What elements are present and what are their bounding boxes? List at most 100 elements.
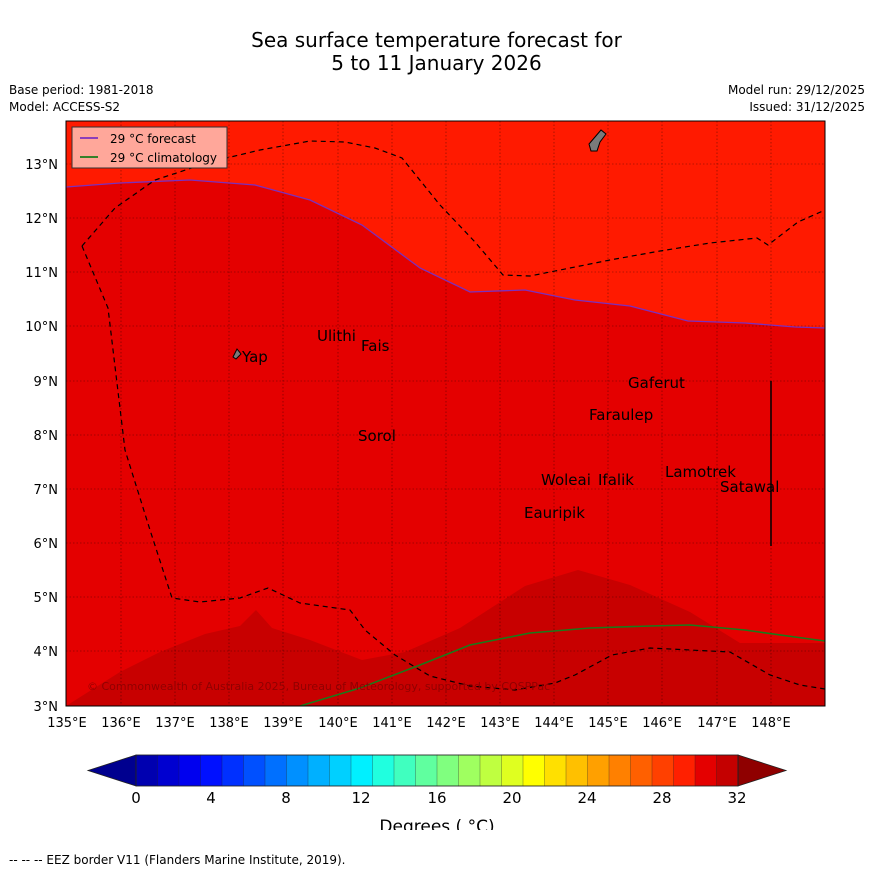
map-frame [65, 120, 826, 707]
colorbar-cell [544, 754, 567, 787]
lon-tick-label: 136°E [101, 716, 141, 731]
colorbar-cell [694, 754, 718, 787]
lon-tick-label: 139°E [263, 716, 303, 731]
model-name: Model: ACCESS-S2 [9, 100, 121, 114]
lon-tick-label: 146°E [642, 716, 682, 731]
lat-tick-label: 4°N [34, 645, 59, 660]
lon-tick-label: 148°E [751, 716, 791, 731]
lon-tick-label: 141°E [372, 716, 412, 731]
base-period: Base period: 1981-2018 [9, 83, 154, 97]
colorbar-tick-label: 12 [351, 789, 370, 807]
colorbar-tick-label: 24 [577, 789, 596, 807]
sst-29-30-region [66, 180, 825, 706]
colorbar-cell [415, 754, 438, 787]
colorbar-cell [264, 754, 288, 787]
colorbar-label: Degrees ( °C) [379, 817, 494, 830]
lat-axis: 13°N 12°N 11°N 10°N 9°N 8°N 7°N 6°N 5°N … [25, 158, 58, 715]
colorbar-frame [135, 754, 739, 787]
eez-footnote: -- -- -- EEZ border V11 (Flanders Marine… [9, 853, 346, 867]
colorbar-cell [350, 754, 374, 787]
colorbar-cell [565, 754, 589, 787]
colorbar-tick-label: 0 [131, 789, 141, 807]
colorbar-cell [436, 754, 460, 787]
lat-tick-label: 10°N [25, 320, 58, 335]
lat-tick-label: 7°N [34, 483, 59, 498]
colorbar-cell [178, 754, 202, 787]
lon-tick-label: 142°E [426, 716, 466, 731]
lon-tick-label: 138°E [209, 716, 249, 731]
place-label-eauripik: Eauripik [524, 504, 585, 522]
place-label-ifalik: Ifalik [598, 471, 634, 489]
lat-tick-label: 5°N [34, 591, 59, 606]
graticule [66, 121, 825, 706]
colorbar-cell [200, 754, 223, 787]
colorbar-cell [501, 754, 524, 787]
title-line-2: 5 to 11 January 2026 [331, 51, 542, 75]
lat-tick-label: 11°N [25, 266, 58, 281]
place-label-gaferut: Gaferut [628, 374, 685, 392]
lon-tick-label: 137°E [155, 716, 195, 731]
lat-tick-label: 8°N [34, 429, 59, 444]
yap-island [232, 348, 242, 360]
colorbar-cell [587, 754, 610, 787]
lon-tick-label: 135°E [47, 716, 87, 731]
colorbar-cell [372, 754, 395, 787]
guam-island [588, 129, 607, 152]
colorbar-tick-label: 32 [727, 789, 746, 807]
colorbar-max-extension [737, 754, 788, 787]
colorbar-cell [135, 754, 159, 787]
eez-border-west [81, 245, 825, 691]
title-line-1: Sea surface temperature forecast for [251, 28, 622, 52]
colorbar-cell [157, 754, 180, 787]
colorbar-cell [608, 754, 632, 787]
climatology-29c-contour [299, 624, 825, 706]
colorbar-cell [221, 754, 245, 787]
copyright-notice: © Commonwealth of Australia 2025, Bureau… [87, 680, 550, 693]
lon-axis: 135°E 136°E 137°E 138°E 139°E 140°E 141°… [47, 716, 791, 731]
colorbar-cells [86, 754, 788, 787]
place-label-woleai: Woleai [541, 471, 591, 489]
legend-climatology-label: 29 °C climatology [110, 151, 217, 165]
lon-tick-label: 145°E [588, 716, 628, 731]
colorbar-ticks: 0 4 8 12 16 20 24 28 32 [131, 789, 746, 807]
colorbar-tick-label: 28 [652, 789, 671, 807]
lon-tick-label: 147°E [697, 716, 737, 731]
lon-tick-label: 144°E [534, 716, 574, 731]
legend-forecast-label: 29 °C forecast [110, 132, 196, 146]
place-label-satawal: Satawal [720, 478, 779, 496]
colorbar-cell [458, 754, 481, 787]
lat-tick-label: 6°N [34, 537, 59, 552]
place-label-fais: Fais [361, 337, 390, 355]
colorbar-cell [716, 754, 739, 787]
colorbar-cell [630, 754, 653, 787]
place-labels: Yap Ulithi Fais Sorol Gaferut Faraulep W… [241, 327, 779, 522]
lat-tick-label: 9°N [34, 375, 59, 390]
colorbar-cell [651, 754, 675, 787]
colorbar-min-extension [86, 754, 137, 787]
colorbar-tick-label: 16 [427, 789, 446, 807]
place-label-yap: Yap [241, 348, 268, 366]
colorbar-cell [479, 754, 503, 787]
colorbar: 0 4 8 12 16 20 24 28 32 Degrees ( °C) [86, 754, 788, 830]
lat-tick-label: 13°N [25, 158, 58, 173]
forecast-29c-contour [66, 179, 825, 329]
place-label-ulithi: Ulithi [317, 327, 356, 345]
colorbar-cell [243, 754, 266, 787]
sst-map: Yap Ulithi Fais Sorol Gaferut Faraulep W… [25, 120, 826, 830]
colorbar-cell [329, 754, 352, 787]
place-label-faraulep: Faraulep [589, 406, 653, 424]
colorbar-tick-label: 4 [206, 789, 216, 807]
place-label-sorol: Sorol [358, 427, 396, 445]
lat-tick-label: 12°N [25, 212, 58, 227]
colorbar-tick-label: 20 [502, 789, 521, 807]
colorbar-cell [393, 754, 417, 787]
colorbar-cell [286, 754, 309, 787]
colorbar-cell [673, 754, 696, 787]
issued-date: Issued: 31/12/2025 [749, 100, 865, 114]
map-legend: 29 °C forecast 29 °C climatology [71, 126, 228, 169]
sst-30-31-region [66, 570, 825, 706]
colorbar-tick-label: 8 [281, 789, 291, 807]
lon-tick-label: 140°E [318, 716, 358, 731]
colorbar-cell [307, 754, 331, 787]
lat-tick-label: 3°N [34, 700, 59, 715]
